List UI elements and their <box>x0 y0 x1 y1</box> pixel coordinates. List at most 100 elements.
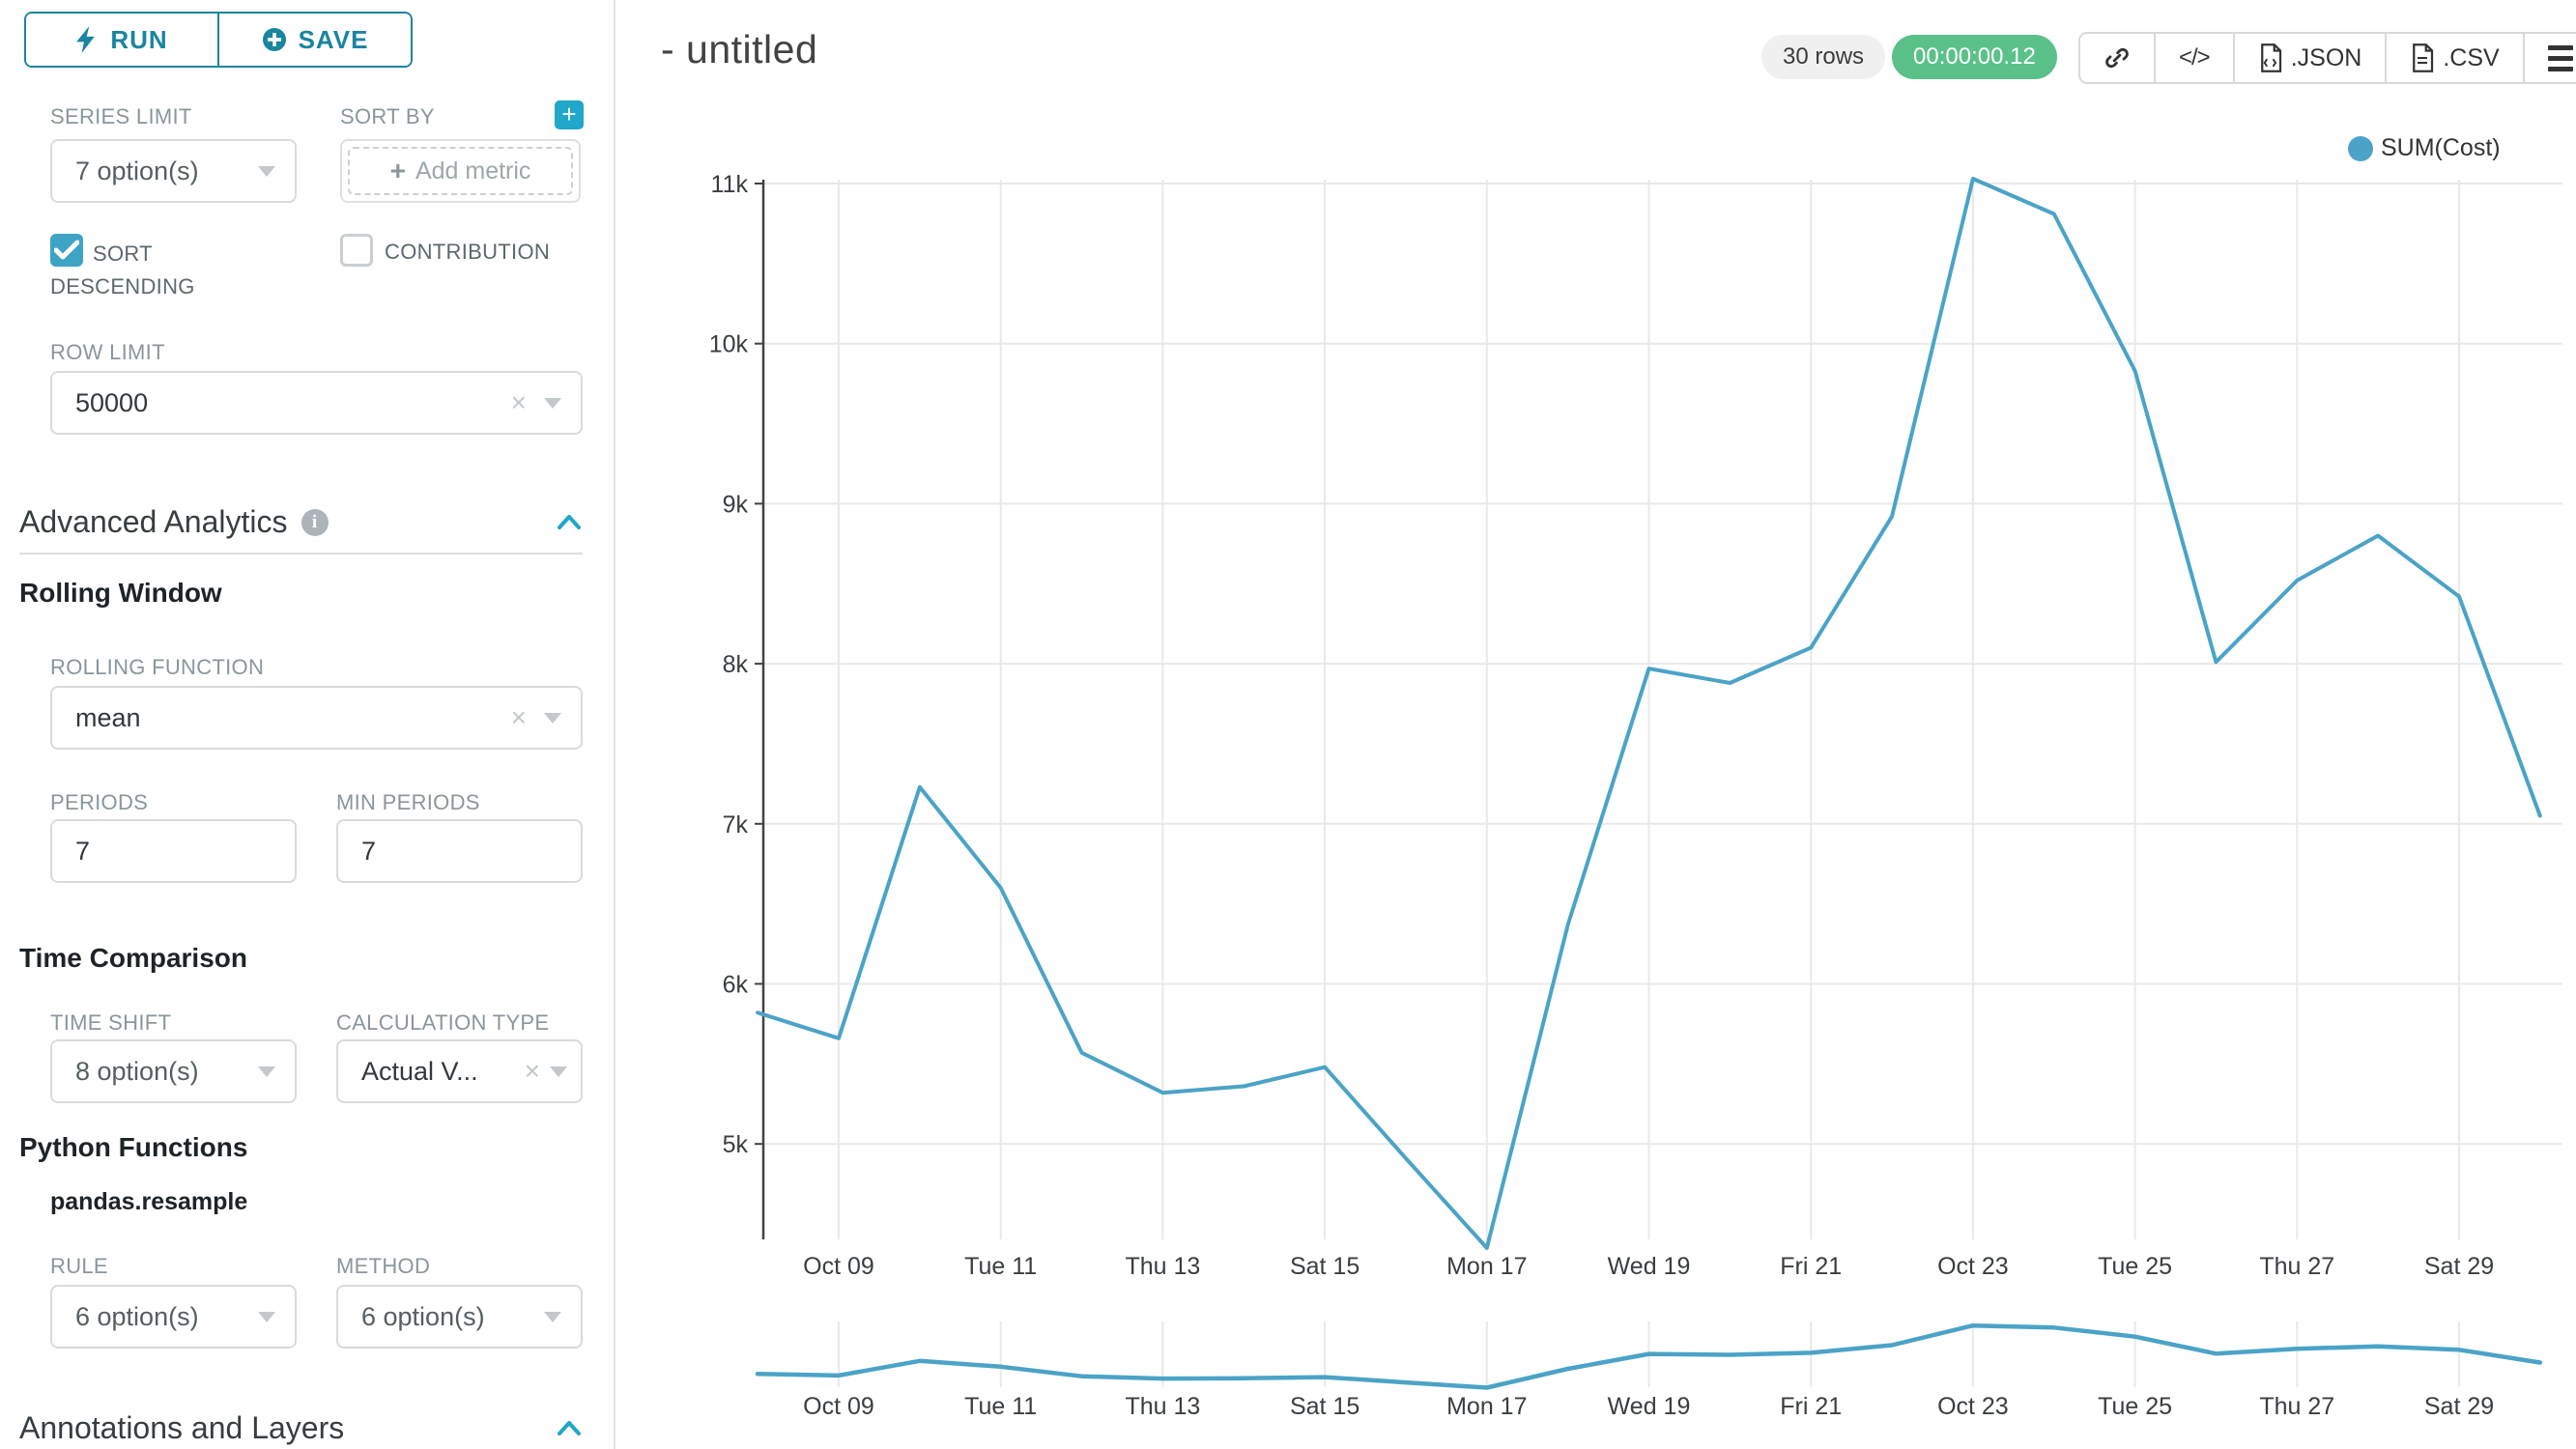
method-value: 6 option(s) <box>361 1301 485 1331</box>
periods-input[interactable]: 7 <box>50 819 297 883</box>
collapse-chevron-icon[interactable] <box>555 508 584 537</box>
query-timer-badge: 00:00:00.12 <box>1892 35 2057 79</box>
row-limit-value: 50000 <box>75 387 149 417</box>
min-periods-input[interactable]: 7 <box>336 819 583 883</box>
export-json-label: .JSON <box>2290 43 2362 71</box>
calculation-type-select[interactable]: Actual V... × <box>336 1039 583 1103</box>
series-limit-value: 7 option(s) <box>75 156 199 185</box>
pandas-resample-label: pandas.resample <box>50 1188 248 1215</box>
mini-preview-line[interactable] <box>755 1322 2543 1390</box>
annotations-header[interactable]: Annotations and Layers <box>19 1410 344 1446</box>
mini-x-axis-label: Thu 27 <box>2259 1393 2334 1420</box>
rolling-function-select[interactable]: mean × <box>50 686 583 750</box>
copy-link-button[interactable] <box>2080 34 2154 82</box>
method-label: METHOD <box>336 1254 431 1278</box>
export-json-button[interactable]: .JSON <box>2232 34 2386 82</box>
chevron-down-icon <box>544 712 561 724</box>
chart-menu-button[interactable] <box>2522 34 2576 82</box>
periods-label: PERIODS <box>50 790 149 814</box>
rule-label: RULE <box>50 1254 108 1278</box>
mini-x-axis-label: Mon 17 <box>1446 1393 1527 1420</box>
x-axis-label: Tue 11 <box>964 1253 1037 1280</box>
python-functions-title: Python Functions <box>19 1132 248 1162</box>
save-button[interactable]: SAVE <box>217 14 411 66</box>
clear-icon[interactable]: × <box>524 1056 540 1086</box>
sort-descending-checkbox[interactable] <box>50 234 83 267</box>
row-count-badge: 30 rows <box>1761 35 1886 79</box>
add-sort-button[interactable]: + <box>555 100 584 129</box>
main-line-series[interactable] <box>756 177 2542 1250</box>
x-axis-label: Sat 29 <box>2424 1253 2494 1280</box>
advanced-analytics-header[interactable]: Advanced Analytics i <box>19 504 329 540</box>
annotations-title: Annotations and Layers <box>19 1410 345 1445</box>
contribution-checkbox[interactable] <box>340 234 373 267</box>
export-toolbar: </> .JSON .CSV <box>2078 32 2576 84</box>
y-axis-label: 10k <box>709 331 749 358</box>
y-axis-label: 6k <box>723 972 749 999</box>
control-panel: RUN SAVE SERIES LIMIT SORT BY + 7 option… <box>0 0 615 1449</box>
run-button-label: RUN <box>110 24 168 54</box>
add-metric-placeholder: Add metric <box>415 156 531 185</box>
advanced-analytics-title: Advanced Analytics <box>19 504 288 539</box>
min-periods-label: MIN PERIODS <box>336 790 480 814</box>
y-axis-label: 7k <box>723 811 749 838</box>
chart-legend[interactable]: SUM(Cost) <box>2348 134 2501 162</box>
y-axis-label: 8k <box>723 651 749 678</box>
mini-x-axis-label: Wed 19 <box>1608 1393 1691 1420</box>
method-select[interactable]: 6 option(s) <box>336 1285 583 1349</box>
periods-value: 7 <box>75 836 91 866</box>
time-shift-select[interactable]: 8 option(s) <box>50 1039 297 1103</box>
mini-x-axis-label: Tue 25 <box>2098 1393 2172 1420</box>
x-axis-label: Thu 13 <box>1125 1253 1200 1280</box>
rolling-function-value: mean <box>75 702 141 732</box>
x-axis-label: Thu 27 <box>2259 1253 2334 1280</box>
code-icon: </> <box>2179 44 2211 71</box>
row-limit-select[interactable]: 50000 × <box>50 371 583 435</box>
chevron-down-icon <box>258 165 275 177</box>
legend-series-label: SUM(Cost) <box>2381 134 2501 161</box>
clear-icon[interactable]: × <box>510 387 527 417</box>
rule-select[interactable]: 6 option(s) <box>50 1285 297 1349</box>
view-query-button[interactable]: </> <box>2154 34 2233 82</box>
x-axis-label: Fri 21 <box>1780 1253 1842 1280</box>
calculation-type-label: CALCULATION TYPE <box>336 1010 550 1035</box>
mini-x-axis-label: Tue 11 <box>964 1393 1037 1420</box>
mini-x-axis-label: Fri 21 <box>1780 1393 1842 1420</box>
sort-by-add-metric[interactable]: + Add metric <box>340 139 581 203</box>
y-axis-label: 11k <box>711 171 749 198</box>
time-comparison-title: Time Comparison <box>19 943 247 973</box>
mini-x-axis-label: Oct 23 <box>1937 1393 2009 1420</box>
chart-title[interactable]: - untitled <box>661 27 818 71</box>
file-json-icon <box>2260 43 2281 72</box>
lightning-icon <box>76 26 96 53</box>
rolling-function-label: ROLLING FUNCTION <box>50 655 265 679</box>
chevron-down-icon <box>544 397 561 409</box>
mini-x-axis-label: Sat 29 <box>2424 1393 2494 1420</box>
rolling-window-title: Rolling Window <box>19 578 222 608</box>
chevron-down-icon <box>258 1311 275 1322</box>
calculation-type-value: Actual V... <box>361 1056 478 1086</box>
run-save-button-group: RUN SAVE <box>24 12 413 68</box>
collapse-chevron-icon[interactable] <box>555 1414 584 1443</box>
x-axis-label: Oct 09 <box>803 1253 874 1280</box>
mini-x-axis-label: Sat 15 <box>1290 1393 1360 1420</box>
export-csv-label: .CSV <box>2443 43 2500 71</box>
chevron-down-icon <box>544 1311 561 1322</box>
x-axis-label: Oct 23 <box>1937 1253 2009 1280</box>
legend-dot-icon <box>2348 135 2373 161</box>
row-limit-label: ROW LIMIT <box>50 340 165 364</box>
series-limit-select[interactable]: 7 option(s) <box>50 139 297 203</box>
time-shift-label: TIME SHIFT <box>50 1010 172 1035</box>
chevron-down-icon <box>258 1065 275 1077</box>
chevron-down-icon <box>550 1065 567 1077</box>
info-icon: i <box>301 508 329 536</box>
sort-by-label: SORT BY <box>340 104 435 128</box>
y-axis-label: 9k <box>723 491 749 518</box>
clear-icon[interactable]: × <box>510 702 527 732</box>
timeseries-line-chart[interactable]: 5k 6k 7k 8k 9k 10k 11k Oct 09 Oct 09 Tue 11 Tue 11… <box>615 116 2576 1449</box>
save-button-label: SAVE <box>298 24 369 54</box>
export-csv-button[interactable]: .CSV <box>2385 34 2522 82</box>
x-axis-label: Tue 25 <box>2098 1253 2172 1280</box>
run-button[interactable]: RUN <box>26 14 217 66</box>
link-icon <box>2105 47 2129 69</box>
